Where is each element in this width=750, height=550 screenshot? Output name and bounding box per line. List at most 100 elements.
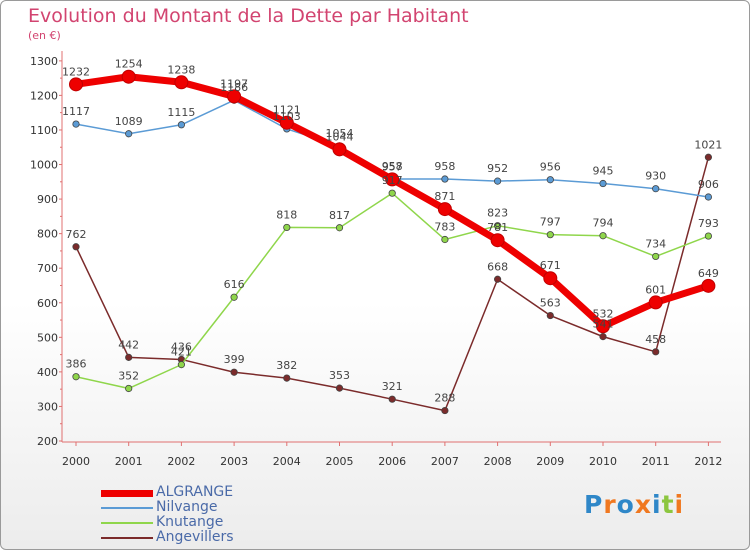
legend-swatch xyxy=(101,507,153,509)
data-label-algrange: 1121 xyxy=(273,104,301,117)
data-label-knutange: 794 xyxy=(593,217,614,230)
data-label-knutange: 352 xyxy=(118,369,139,382)
y-tick-label: 200 xyxy=(37,435,58,448)
legend-label: Nilvange xyxy=(156,499,218,515)
legend-label: ALGRANGE xyxy=(156,484,234,500)
data-point-angevillers xyxy=(493,275,502,283)
data-label-algrange: 871 xyxy=(434,190,455,203)
data-point-knutange xyxy=(177,361,185,369)
proxiti-logo: Proxiti xyxy=(584,490,684,519)
data-label-nilvange: 958 xyxy=(434,160,455,173)
data-label-algrange: 1254 xyxy=(115,58,143,71)
y-tick-label: 800 xyxy=(37,228,58,241)
x-tick-label: 2009 xyxy=(536,455,564,468)
data-label-algrange: 957 xyxy=(382,160,403,173)
y-tick-label: 500 xyxy=(37,331,58,344)
data-point-angevillers xyxy=(72,243,80,251)
x-tick-label: 2011 xyxy=(642,455,670,468)
data-point-angevillers xyxy=(388,395,396,403)
data-label-angevillers: 442 xyxy=(118,338,139,351)
data-label-nilvange: 906 xyxy=(698,178,719,191)
data-point-angevillers xyxy=(335,384,344,392)
data-label-algrange: 781 xyxy=(487,221,508,234)
data-point-knutange xyxy=(652,252,660,261)
data-label-angevillers: 541 xyxy=(593,318,614,331)
data-point-angevillers xyxy=(283,374,291,382)
x-tick-label: 2005 xyxy=(326,455,354,468)
data-label-angevillers: 762 xyxy=(66,228,87,241)
data-label-angevillers: 399 xyxy=(224,353,245,366)
logo-letter: o xyxy=(616,490,635,519)
data-label-algrange: 532 xyxy=(593,307,614,320)
y-tick-label: 1100 xyxy=(30,124,58,137)
data-point-knutange xyxy=(230,293,238,301)
data-label-knutange: 616 xyxy=(224,278,245,291)
data-point-knutange xyxy=(125,384,133,393)
data-label-angevillers: 436 xyxy=(171,340,192,353)
data-label-knutange: 793 xyxy=(698,217,719,230)
x-tick-label: 2000 xyxy=(62,455,90,468)
x-tick-label: 2002 xyxy=(167,455,195,468)
data-label-knutange: 917 xyxy=(382,174,403,187)
data-label-knutange: 734 xyxy=(645,237,666,250)
data-point-algrange xyxy=(279,115,294,130)
x-tick-label: 2001 xyxy=(115,455,143,468)
data-point-knutange xyxy=(599,232,607,240)
data-point-angevillers xyxy=(125,353,133,361)
data-point-nilvange xyxy=(704,193,713,201)
x-tick-label: 2010 xyxy=(589,455,617,468)
data-label-nilvange: 1089 xyxy=(115,115,143,128)
logo-letter: P xyxy=(584,490,604,519)
data-label-knutange: 817 xyxy=(329,209,350,222)
data-point-algrange xyxy=(174,75,189,90)
data-label-angevillers: 1021 xyxy=(694,138,722,151)
data-point-nilvange xyxy=(599,179,607,188)
logo-letter: r xyxy=(603,490,617,519)
data-label-nilvange: 952 xyxy=(487,162,508,175)
legend-swatch xyxy=(101,537,153,539)
data-point-algrange xyxy=(596,319,610,334)
data-point-nilvange xyxy=(652,185,660,193)
data-label-angevillers: 668 xyxy=(487,260,508,273)
data-label-angevillers: 382 xyxy=(276,359,297,372)
data-point-knutange xyxy=(388,189,396,197)
logo-letter: x xyxy=(634,490,652,519)
data-label-knutange: 421 xyxy=(171,346,192,359)
data-point-algrange xyxy=(437,202,452,217)
chart-subtitle: (en €) xyxy=(28,29,61,42)
chart-axes: 200 300 400 500 600 700 800 900 1000 1100 1200 1300… xyxy=(30,51,722,468)
data-label-angevillers: 458 xyxy=(645,333,666,346)
data-label-angevillers: 563 xyxy=(540,297,561,310)
data-point-knutange xyxy=(546,231,554,239)
x-tick-label: 2012 xyxy=(694,455,722,468)
data-label-knutange: 818 xyxy=(276,208,297,221)
x-tick-label: 2008 xyxy=(484,455,512,468)
data-label-nilvange: 958 xyxy=(382,160,403,173)
data-point-knutange xyxy=(283,223,291,232)
data-point-knutange xyxy=(335,224,344,232)
data-point-algrange xyxy=(490,233,505,248)
data-label-algrange: 1238 xyxy=(167,63,195,76)
data-label-nilvange: 930 xyxy=(645,170,666,183)
legend-swatch xyxy=(101,522,153,524)
data-label-algrange: 1197 xyxy=(220,77,248,90)
data-label-knutange: 386 xyxy=(66,358,87,371)
data-point-nilvange xyxy=(546,176,554,184)
data-label-nilvange: 945 xyxy=(593,165,614,178)
data-point-algrange xyxy=(227,89,242,104)
logo-letter: i xyxy=(652,490,662,519)
data-point-knutange xyxy=(72,373,80,381)
data-label-nilvange: 956 xyxy=(540,161,561,174)
data-label-nilvange: 1186 xyxy=(220,81,248,94)
data-point-algrange xyxy=(648,295,663,310)
data-label-knutange: 783 xyxy=(434,221,455,234)
data-point-algrange xyxy=(385,172,400,187)
data-point-nilvange xyxy=(177,121,185,129)
data-labels-layer: 1232 1254 1238 1197 1121 1044 957 871 781 671 532 6… xyxy=(62,58,722,405)
data-point-angevillers xyxy=(230,368,238,376)
y-tick-label: 1000 xyxy=(30,159,58,172)
data-label-nilvange: 1103 xyxy=(273,110,301,123)
data-point-nilvange xyxy=(125,130,133,138)
